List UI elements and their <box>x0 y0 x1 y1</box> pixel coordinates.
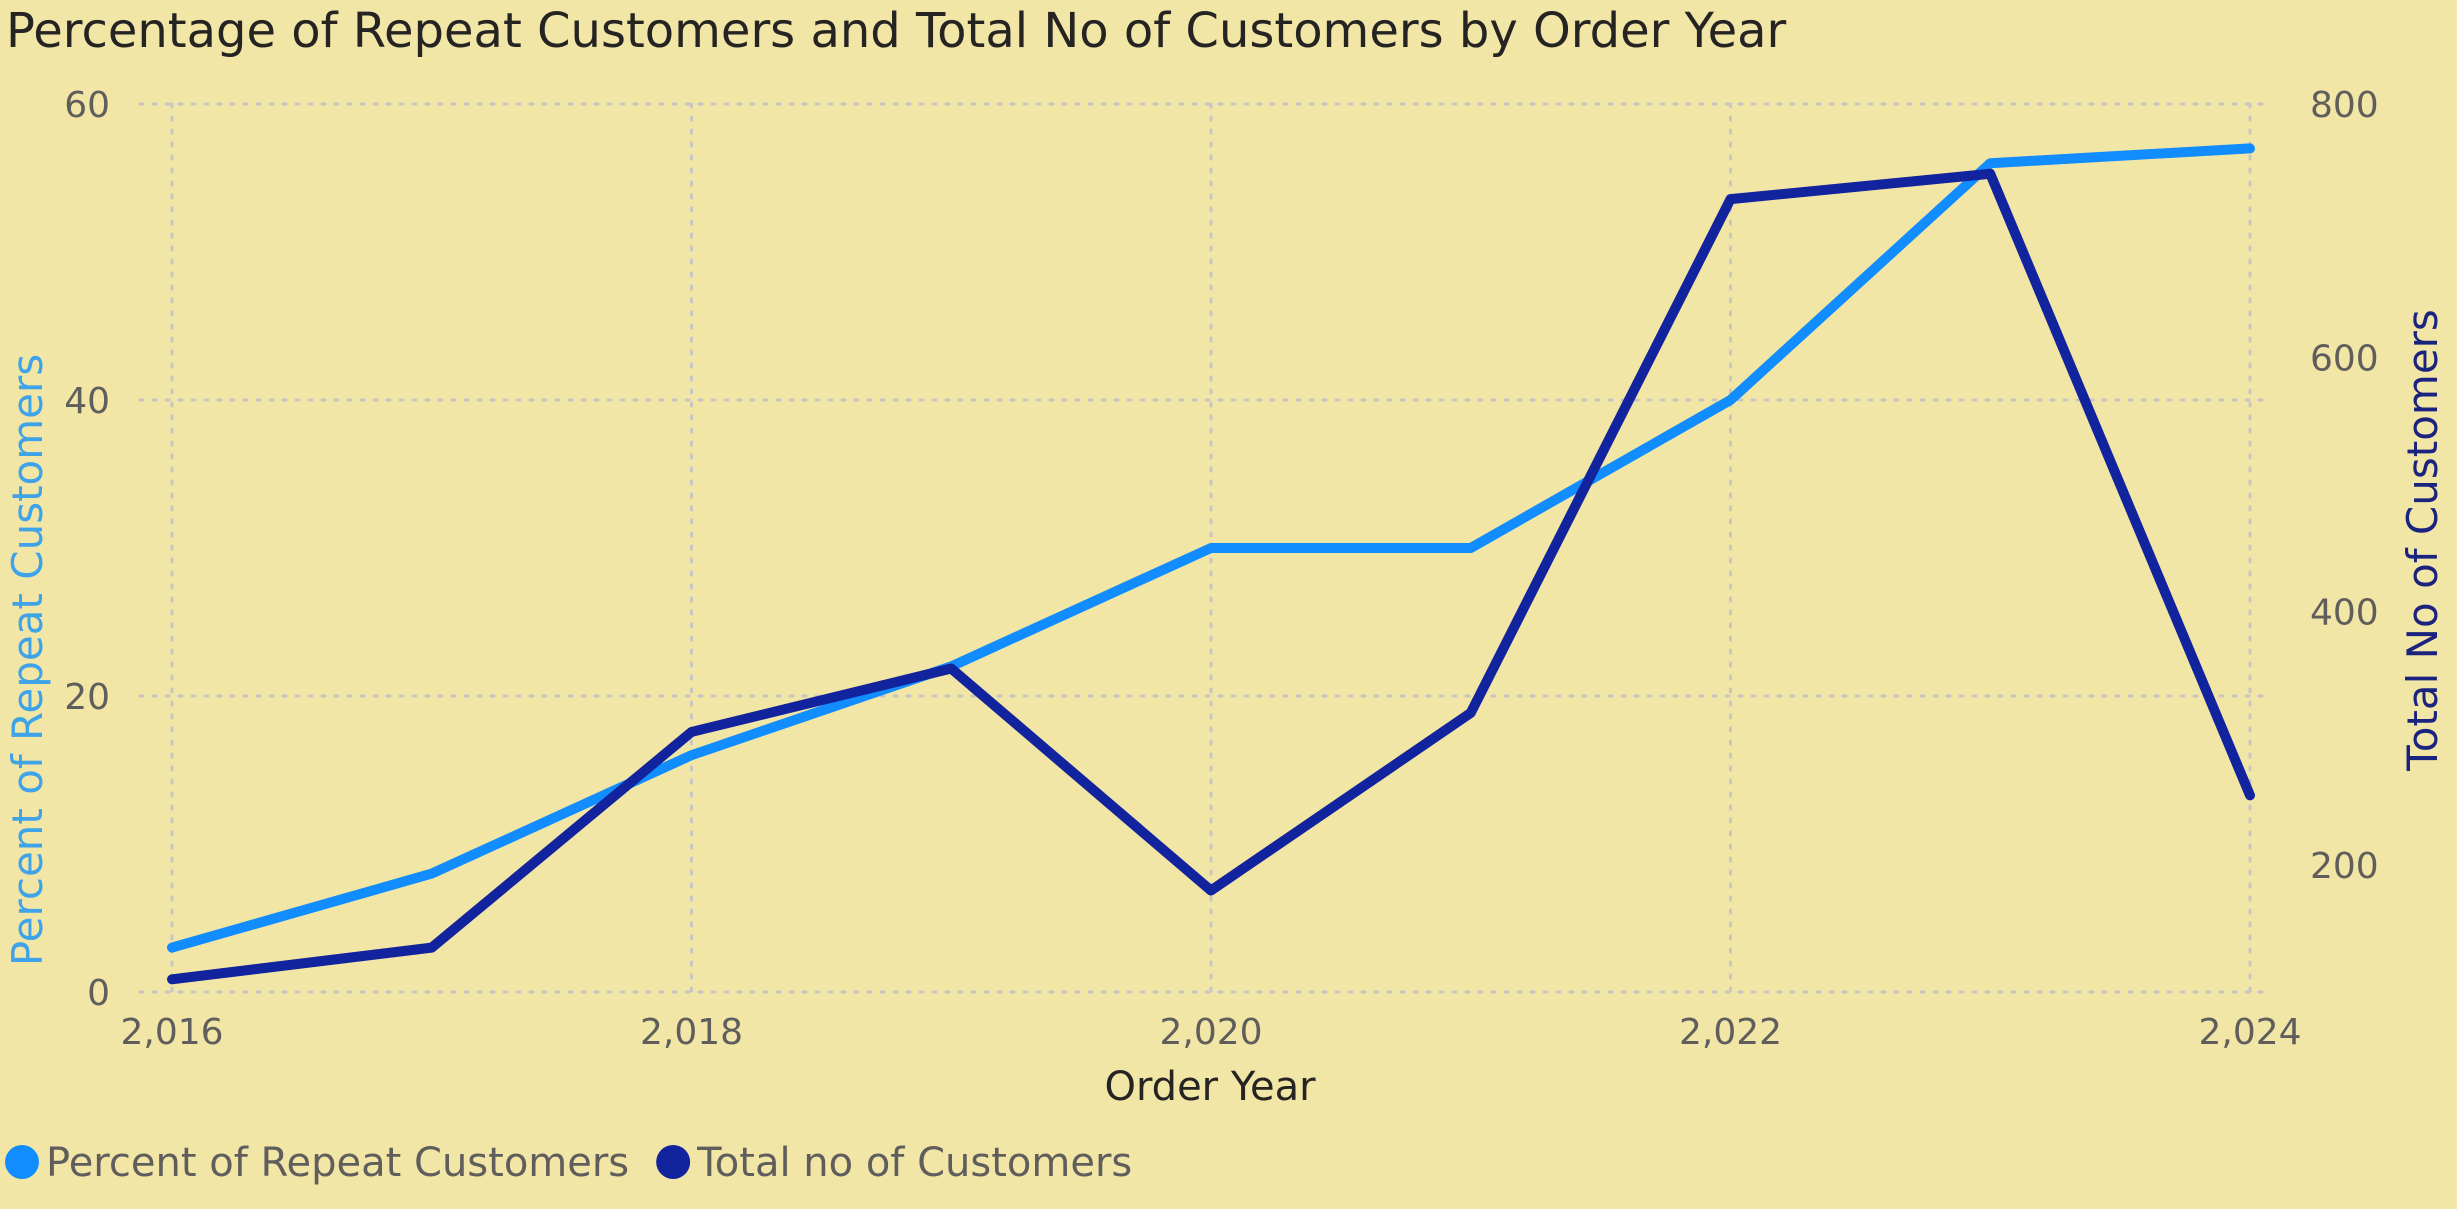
x-axis-tick-label: 2,020 <box>1159 1012 1262 1053</box>
x-axis-tick-label: 2,018 <box>640 1012 743 1053</box>
data-point[interactable] <box>1729 198 1732 201</box>
data-point[interactable] <box>1210 547 1212 549</box>
left-axis-tick-label: 20 <box>64 677 110 718</box>
right-axis-tick-label: 200 <box>2310 846 2379 887</box>
data-point[interactable] <box>690 754 693 757</box>
right-axis-tick-label: 600 <box>2310 339 2379 380</box>
left-axis-tick-label: 40 <box>64 381 110 422</box>
data-point[interactable] <box>1469 711 1472 714</box>
data-point[interactable] <box>2249 794 2251 797</box>
data-point[interactable] <box>1469 547 1472 549</box>
x-axis-tick-label: 2,022 <box>1679 1012 1782 1053</box>
data-point[interactable] <box>1989 162 1992 165</box>
legend-marker[interactable] <box>656 1145 691 1179</box>
data-point[interactable] <box>1729 399 1732 401</box>
data-point[interactable] <box>430 946 433 949</box>
data-point[interactable] <box>1210 889 1212 892</box>
legend-label[interactable]: Total no of Customers <box>696 1140 1132 1186</box>
data-point[interactable] <box>171 946 173 949</box>
series-lines <box>167 143 2255 985</box>
left-axis-tick-label: 0 <box>87 973 110 1014</box>
x-axis-tick-label: 2,024 <box>2198 1012 2301 1053</box>
left-axis-title: Percent of Repeat Customers <box>3 354 52 966</box>
left-axis-tick-label: 60 <box>64 85 110 126</box>
legend: Percent of Repeat Customers Total no of C… <box>5 1140 1132 1186</box>
data-point[interactable] <box>2249 147 2251 150</box>
data-point[interactable] <box>690 730 693 733</box>
gridlines <box>138 102 2274 994</box>
legend-label[interactable]: Percent of Repeat Customers <box>46 1140 629 1186</box>
data-point[interactable] <box>1989 172 1992 175</box>
x-axis-tick-label: 2,016 <box>120 1012 223 1053</box>
x-axis-title: Order Year <box>1104 1064 1316 1110</box>
right-axis-title: Total No of Customers <box>2398 309 2447 772</box>
chart-title: Percentage of Repeat Customers and Total… <box>6 3 1787 59</box>
data-point[interactable] <box>950 667 953 670</box>
legend-marker[interactable] <box>5 1145 39 1179</box>
right-axis-tick-label: 400 <box>2310 592 2379 633</box>
x-axis-ticks: 2,016 2,018 2,020 2,022 2,024 <box>120 1012 2301 1053</box>
right-axis-ticks: 200 400 600 800 <box>2310 85 2379 887</box>
data-point[interactable] <box>430 872 433 875</box>
left-axis-ticks: 0 20 40 60 <box>64 85 110 1014</box>
right-axis-tick-label: 800 <box>2310 85 2379 126</box>
data-point[interactable] <box>171 978 173 981</box>
